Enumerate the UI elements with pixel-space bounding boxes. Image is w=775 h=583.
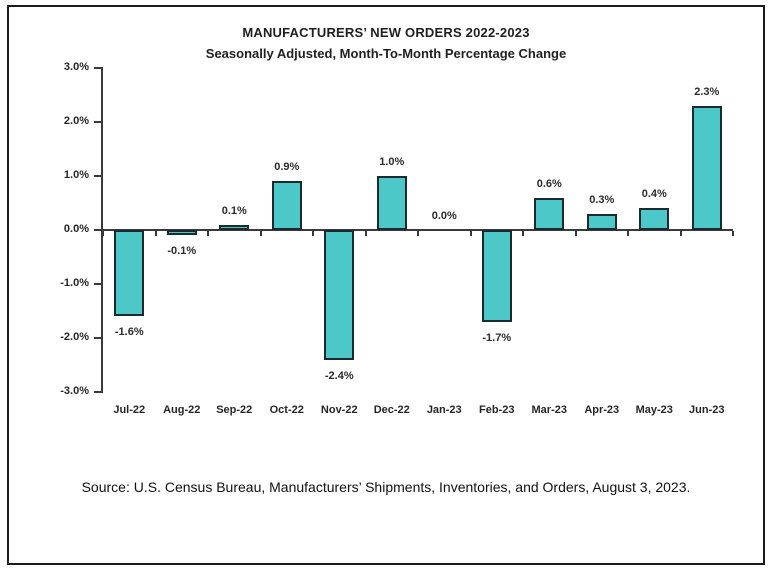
bar-value-label: 0.9% [274, 161, 300, 174]
x-axis-category-label: Jun-23 [689, 404, 725, 416]
x-axis-tick [259, 231, 262, 236]
x-axis-tick [207, 231, 209, 236]
bar-value-label: 0.4% [641, 188, 667, 201]
x-axis-tick [522, 231, 524, 236]
bar-value-label: 0.6% [536, 177, 562, 190]
bar-value-label: -1.6% [114, 326, 144, 339]
x-axis-tick [364, 231, 367, 236]
bar-Oct-22 [271, 181, 302, 230]
x-axis-category-label: Mar-23 [531, 404, 567, 416]
y-axis-tick-label: 3.0% [63, 61, 89, 73]
x-axis-tick [679, 231, 682, 236]
y-axis-tick-label: -2.0% [60, 331, 89, 343]
x-axis-category-label: Dec-22 [373, 404, 410, 416]
bar-Dec-22 [376, 176, 407, 230]
bar-value-label: -2.4% [324, 369, 354, 382]
x-axis-category-label: Oct-22 [269, 404, 304, 416]
y-axis-tick-label: 2.0% [63, 115, 89, 127]
x-axis-tick [732, 231, 734, 236]
y-axis-tick [94, 391, 101, 393]
y-axis-tick [94, 175, 101, 177]
x-axis-category-label: Jan-23 [426, 404, 462, 416]
chart-subtitle: Seasonally Adjusted, Month-To-Month Perc… [205, 46, 567, 61]
bar-Nov-22 [324, 230, 355, 360]
x-axis-tick [154, 231, 157, 236]
y-axis-tick-label: 0.0% [63, 223, 89, 235]
y-axis-tick-label: -3.0% [60, 385, 89, 397]
bar-May-23 [639, 208, 670, 230]
x-axis-tick [574, 231, 577, 236]
x-axis-category-label: Jul-22 [113, 404, 146, 416]
bar-Aug-22 [166, 230, 197, 236]
x-axis-tick [417, 231, 419, 236]
bar-value-label: 0.0% [431, 210, 457, 222]
bar-Sep-22 [219, 224, 250, 230]
x-axis-category-label: May-23 [635, 404, 673, 416]
bar-Jul-22 [114, 230, 145, 317]
x-axis-category-label: Aug-22 [163, 404, 201, 416]
bar-value-label: 0.3% [589, 193, 615, 206]
x-axis-tick [102, 231, 104, 236]
x-axis-baseline [103, 229, 733, 231]
y-axis-tick-label: 1.0% [63, 169, 89, 181]
y-axis-line [101, 67, 103, 393]
bar-value-label: 1.0% [379, 156, 405, 168]
source-text: Source: U.S. Census Bureau, Manufacturer… [81, 479, 691, 495]
bar-Mar-23 [534, 197, 565, 230]
x-axis-category-label: Nov-22 [320, 404, 358, 416]
y-axis-tick-label: -1.0% [60, 277, 89, 289]
y-axis-tick [94, 67, 101, 69]
chart-frame: MANUFACTURERS’ NEW ORDERS 2022-2023 Seas… [7, 5, 765, 565]
x-axis-category-label: Feb-23 [479, 404, 515, 416]
chart-title: MANUFACTURERS’ NEW ORDERS 2022-2023 [242, 25, 530, 40]
bar-value-label: 0.1% [221, 204, 247, 217]
bar-Apr-23 [586, 213, 617, 230]
x-axis-category-label: Sep-22 [216, 404, 253, 416]
x-axis-category-label: Apr-23 [584, 404, 620, 416]
y-axis-tick [94, 229, 101, 231]
bar-Feb-23 [481, 230, 512, 322]
bar-value-label: -0.1% [167, 245, 197, 258]
y-axis-tick [94, 337, 101, 339]
bar-Jun-23 [691, 105, 722, 230]
y-axis-tick [94, 283, 101, 285]
bar-value-label: 2.3% [694, 85, 720, 98]
x-axis-tick [469, 231, 472, 236]
y-axis-tick [94, 121, 101, 123]
bar-value-label: -1.7% [482, 331, 512, 344]
x-axis-tick [627, 231, 629, 236]
x-axis-tick [312, 231, 314, 236]
plot-area: 3.0% 2.0% 1.0% 0.0% -1.0% -2.0% -3.0% -1.6% Jul-… [60, 61, 734, 416]
